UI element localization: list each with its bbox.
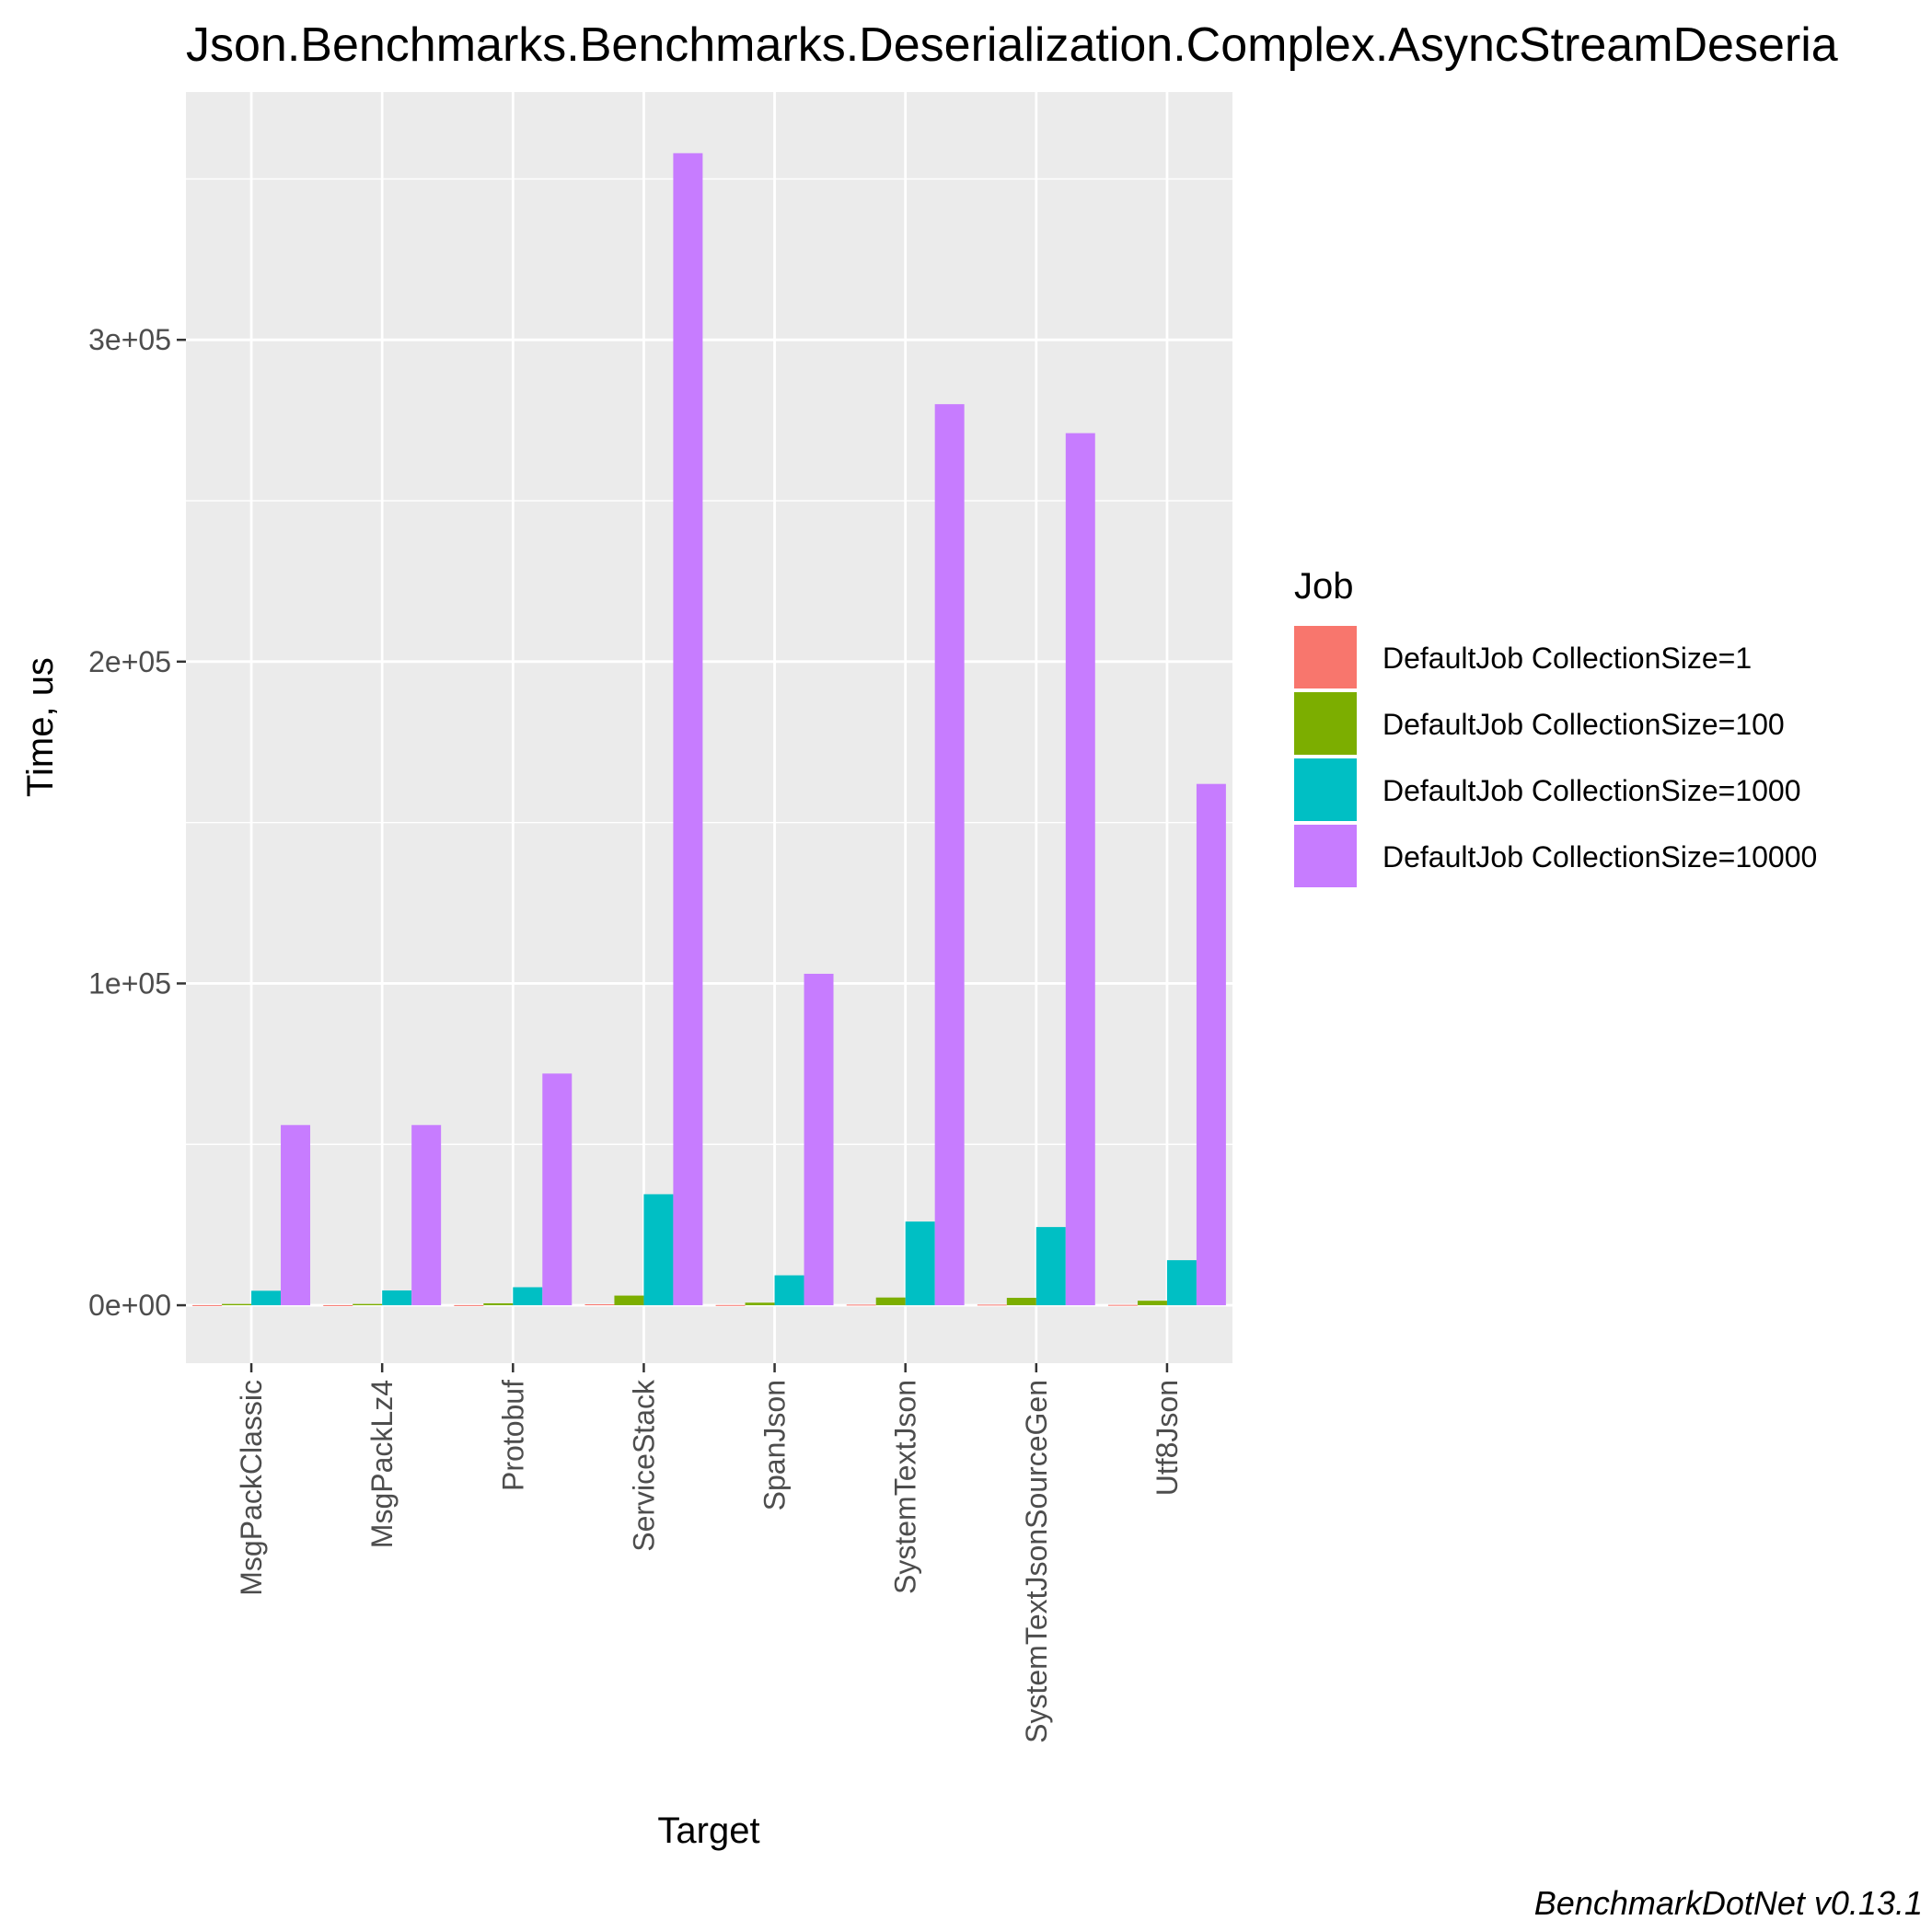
caption: BenchmarkDotNet v0.13.1 (1534, 1884, 1923, 1922)
bar (251, 1290, 282, 1306)
chart-title: Json.Benchmarks.Benchmarks.Deserializati… (186, 18, 1838, 72)
x-tick-label: MsgPackClassic (235, 1380, 268, 1596)
y-tick-label: 3e+05 (88, 323, 171, 356)
bar (192, 1304, 223, 1306)
legend-swatch (1294, 758, 1357, 821)
bar (673, 153, 703, 1306)
legend-label: DefaultJob CollectionSize=10000 (1382, 840, 1817, 873)
bar (1035, 1227, 1066, 1306)
x-tick-label: SystemTextJson (889, 1380, 922, 1594)
bar (353, 1303, 383, 1306)
bar (804, 973, 834, 1306)
bar (1065, 433, 1095, 1306)
x-axis: MsgPackClassic MsgPackLz4 Protobuf ServiceS… (235, 1363, 1184, 1743)
x-tick-label: ServiceStack (627, 1379, 660, 1552)
x-tick-label: Utf8Json (1151, 1380, 1184, 1496)
bar (323, 1304, 353, 1306)
bar (542, 1073, 573, 1306)
bar (454, 1304, 484, 1306)
bar (483, 1302, 514, 1306)
y-tick-label: 1e+05 (88, 966, 171, 1000)
bar (1196, 783, 1226, 1306)
bar (745, 1302, 775, 1306)
bar (875, 1297, 906, 1306)
x-tick-label: SystemTextJsonSourceGen (1020, 1380, 1053, 1743)
bar (1107, 1304, 1138, 1306)
x-axis-title: Target (657, 1811, 759, 1851)
bar (977, 1304, 1007, 1306)
legend-label: DefaultJob CollectionSize=1000 (1382, 774, 1801, 807)
legend-swatch (1294, 626, 1357, 688)
legend-label: DefaultJob CollectionSize=100 (1382, 708, 1785, 741)
legend-swatch (1294, 692, 1357, 755)
y-axis-title: Time, us (20, 657, 61, 797)
bar (281, 1125, 311, 1306)
x-tick-label: SpanJson (758, 1380, 792, 1510)
bars (192, 153, 1226, 1306)
x-tick-label: Protobuf (496, 1380, 529, 1491)
bar (774, 1275, 804, 1306)
y-tick-label: 0e+00 (88, 1289, 171, 1322)
x-tick-label: MsgPackLz4 (365, 1380, 399, 1548)
bar (643, 1194, 674, 1306)
bar (411, 1125, 442, 1306)
bar (513, 1287, 543, 1306)
legend-swatch (1294, 825, 1357, 887)
bar (1166, 1260, 1197, 1306)
bar (934, 404, 965, 1306)
bar (715, 1304, 746, 1306)
bar (584, 1304, 615, 1306)
bar (614, 1295, 644, 1306)
y-axis: 0e+00 1e+05 2e+05 3e+05 (88, 323, 186, 1322)
y-tick-label: 2e+05 (88, 645, 171, 678)
bar (382, 1290, 412, 1306)
plot-panel (186, 92, 1232, 1363)
legend-label: DefaultJob CollectionSize=1 (1382, 642, 1752, 675)
legend-title: Job (1294, 566, 1354, 607)
legend: Job DefaultJob CollectionSize=1 DefaultJo… (1294, 566, 1817, 887)
bar (1137, 1301, 1167, 1306)
bar (905, 1221, 935, 1306)
bar (846, 1304, 876, 1306)
bar (1006, 1298, 1036, 1306)
bar (222, 1303, 252, 1306)
